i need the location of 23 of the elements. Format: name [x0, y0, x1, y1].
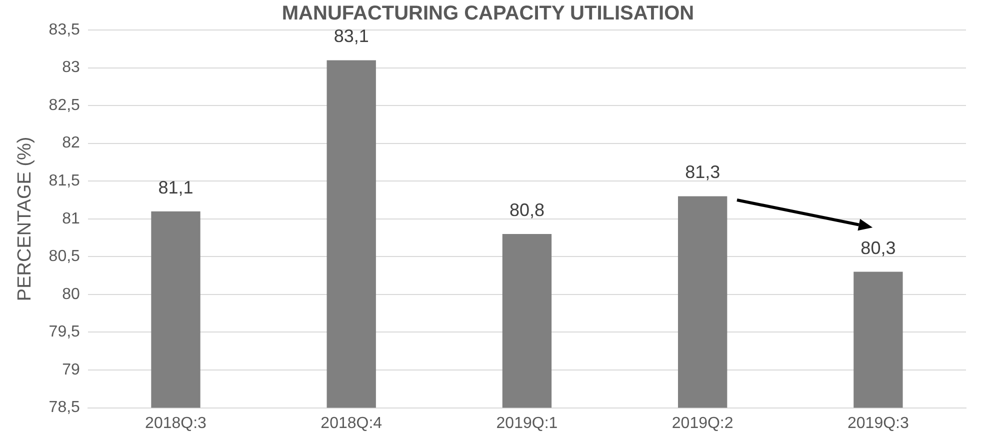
- y-tick-label: 78,5: [48, 399, 80, 416]
- y-tick-label: 81,5: [48, 172, 80, 190]
- y-tick-label: 82,5: [48, 96, 80, 114]
- y-tick-label: 83,5: [48, 21, 80, 38]
- y-tick-label: 80: [62, 286, 80, 303]
- y-tick-label: 80,5: [48, 248, 80, 266]
- y-tick-label: 79,5: [48, 324, 80, 341]
- y-axis-title: PERCENTAGE (%): [14, 136, 36, 302]
- x-tick-label: 2019Q:1: [496, 414, 558, 432]
- y-tick-label: 83: [62, 59, 80, 76]
- data-label: 81,3: [685, 162, 720, 182]
- chart-title: MANUFACTURING CAPACITY UTILISATION: [282, 2, 694, 25]
- y-tick-label: 79: [62, 361, 80, 378]
- data-label: 80,3: [860, 238, 896, 258]
- data-label: 80,8: [509, 200, 544, 220]
- x-tick-label: 2018Q:4: [320, 414, 382, 432]
- y-tick-label: 81: [62, 210, 80, 228]
- data-label: 81,1: [158, 177, 194, 198]
- x-tick-label: 2019Q:3: [848, 414, 909, 432]
- y-tick-label: 82: [62, 134, 80, 152]
- data-label: 83,1: [334, 26, 369, 46]
- x-tick-label: 2018Q:3: [145, 414, 207, 432]
- x-tick-label: 2019Q:2: [672, 414, 734, 432]
